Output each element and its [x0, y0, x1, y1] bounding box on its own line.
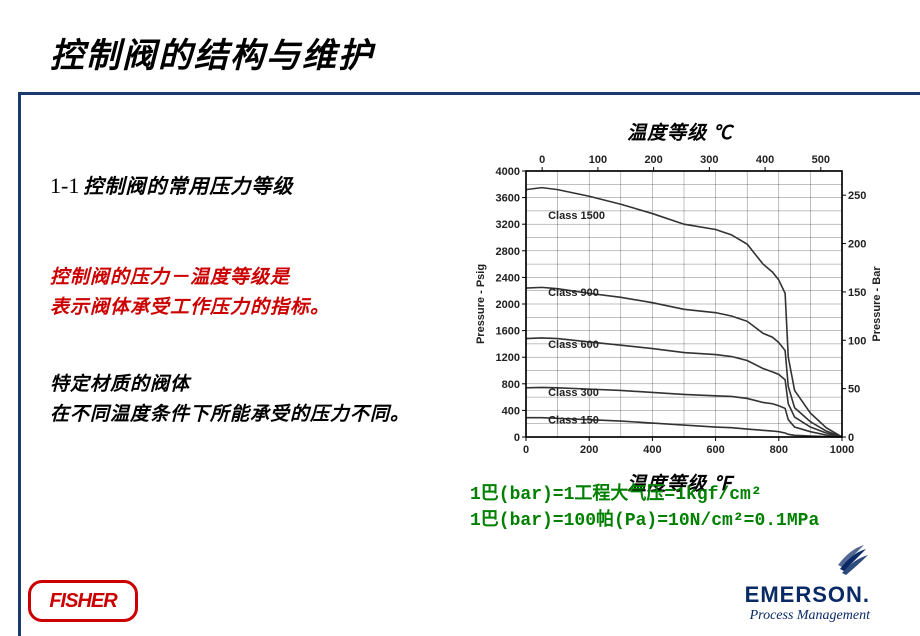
emerson-tagline: Process Management — [745, 608, 870, 624]
svg-text:150: 150 — [848, 287, 866, 299]
emerson-name: EMERSON. — [745, 582, 870, 608]
section-text: 控制阀的常用压力等级 — [83, 176, 293, 198]
svg-text:800: 800 — [770, 444, 788, 456]
svg-text:3200: 3200 — [496, 219, 520, 231]
top-axis-title: 温度等级 ℃ — [470, 118, 890, 145]
svg-text:1600: 1600 — [496, 326, 520, 338]
svg-text:2000: 2000 — [496, 299, 520, 311]
svg-text:Class 300: Class 300 — [548, 387, 599, 399]
left-column: 1-1 控制阀的常用压力等级 控制阀的压力－温度等级是 表示阀体承受工作压力的指… — [50, 170, 450, 431]
svg-text:0: 0 — [539, 154, 545, 166]
svg-text:1200: 1200 — [496, 352, 520, 364]
fisher-logo-text: FISHER — [49, 590, 116, 613]
vertical-rule — [18, 92, 21, 636]
svg-text:100: 100 — [848, 335, 866, 347]
svg-text:400: 400 — [643, 444, 661, 456]
svg-text:4000: 4000 — [496, 166, 520, 178]
emerson-logo: EMERSON. Process Management — [745, 545, 870, 624]
svg-text:Pressure - Psig: Pressure - Psig — [475, 264, 487, 344]
section-heading: 1-1 控制阀的常用压力等级 — [50, 170, 450, 199]
svg-text:100: 100 — [589, 154, 607, 166]
svg-text:Class 150: Class 150 — [548, 415, 599, 427]
svg-text:250: 250 — [848, 190, 866, 202]
green-line: 1巴(bar)=100帕(Pa)=10N/cm²=0.1MPa — [470, 508, 819, 534]
svg-text:0: 0 — [848, 432, 854, 444]
svg-text:Class 900: Class 900 — [548, 287, 599, 299]
svg-text:400: 400 — [756, 154, 774, 166]
slide-title: 控制阀的结构与维护 — [0, 0, 920, 77]
svg-text:2800: 2800 — [496, 246, 520, 258]
svg-text:200: 200 — [644, 154, 662, 166]
black-text-block: 特定材质的阀体 在不同温度条件下所能承受的压力不同。 — [50, 370, 450, 431]
svg-text:400: 400 — [502, 405, 520, 417]
svg-text:Class 600: Class 600 — [548, 339, 599, 351]
svg-text:500: 500 — [812, 154, 830, 166]
svg-text:Pressure - Bar: Pressure - Bar — [871, 266, 883, 342]
svg-text:2400: 2400 — [496, 272, 520, 284]
fisher-logo: FISHER — [28, 580, 138, 622]
svg-text:800: 800 — [502, 379, 520, 391]
chart-block: 温度等级 ℃ 040080012001600200024002800320036… — [470, 118, 890, 496]
svg-text:600: 600 — [706, 444, 724, 456]
black-line: 特定材质的阀体 — [50, 370, 450, 400]
svg-text:0: 0 — [523, 444, 529, 456]
svg-text:200: 200 — [580, 444, 598, 456]
section-number: 1-1 — [50, 173, 79, 198]
svg-text:3600: 3600 — [496, 193, 520, 205]
unit-conversion-note: 1巴(bar)=1工程大气压=1kgf/cm² 1巴(bar)=100帕(Pa)… — [470, 482, 819, 534]
red-line: 表示阀体承受工作压力的指标。 — [50, 293, 450, 323]
red-line: 控制阀的压力－温度等级是 — [50, 263, 450, 293]
black-line: 在不同温度条件下所能承受的压力不同。 — [50, 400, 450, 430]
svg-text:1000: 1000 — [830, 444, 854, 456]
svg-text:300: 300 — [700, 154, 718, 166]
horizontal-rule — [0, 92, 920, 95]
green-line: 1巴(bar)=1工程大气压=1kgf/cm² — [470, 482, 819, 508]
svg-text:0: 0 — [514, 432, 520, 444]
svg-text:200: 200 — [848, 239, 866, 251]
pressure-temperature-chart: 0400800120016002000240028003200360040000… — [470, 147, 890, 467]
red-text-block: 控制阀的压力－温度等级是 表示阀体承受工作压力的指标。 — [50, 263, 450, 324]
svg-text:Class 1500: Class 1500 — [548, 210, 605, 222]
emerson-swirl-icon — [834, 545, 870, 575]
svg-text:50: 50 — [848, 384, 860, 396]
